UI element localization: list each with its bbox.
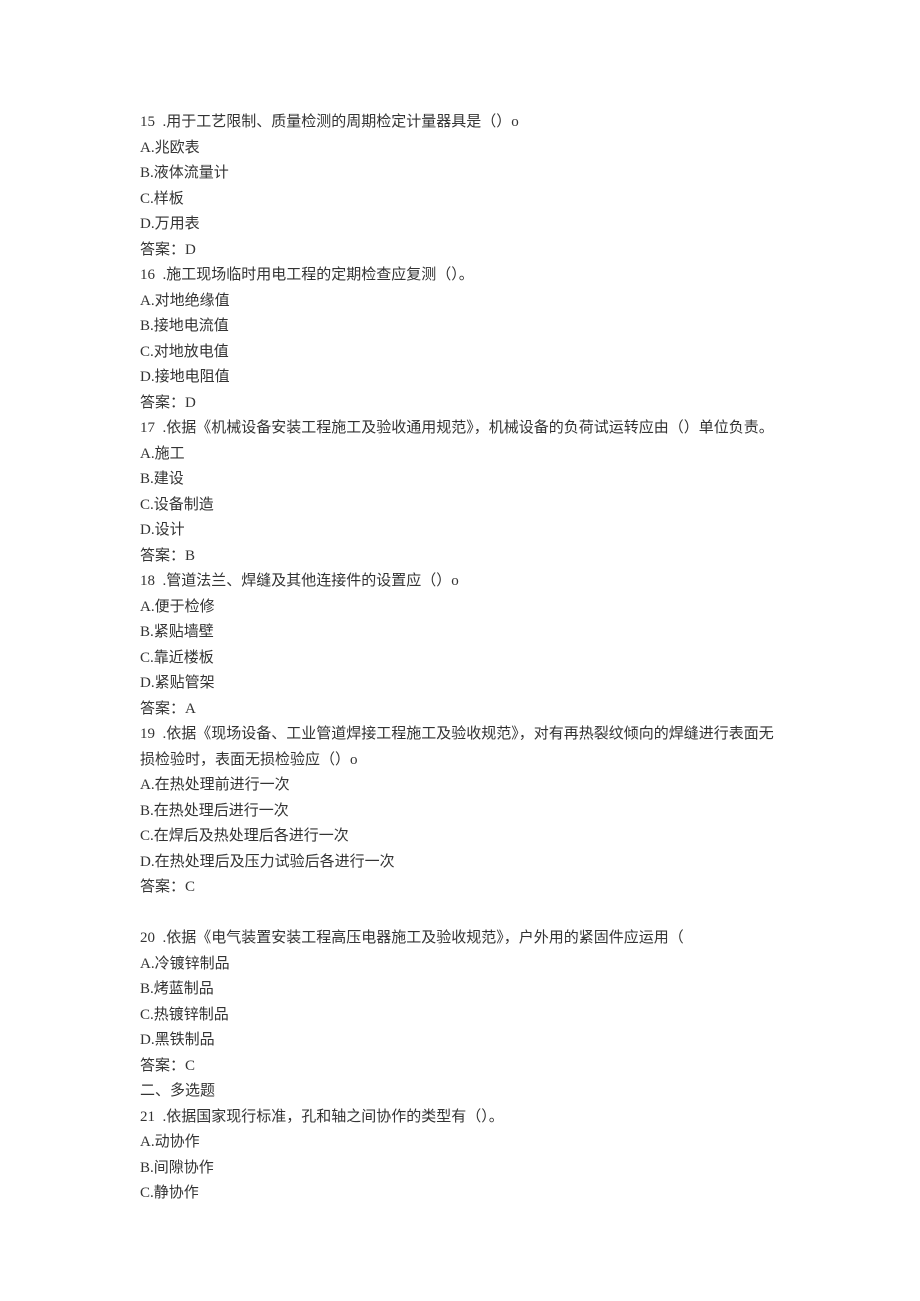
document-body: 15 .用于工艺限制、质量检测的周期检定计量器具是（）oA.兆欧表B.液体流量计… (140, 110, 780, 1207)
question-option: A.冷镀锌制品 (140, 952, 780, 978)
question-answer: 答案：A (140, 697, 780, 723)
question-option: D.在热处理后及压力试验后各进行一次 (140, 850, 780, 876)
question-stem: 18 .管道法兰、焊缝及其他连接件的设置应（）o (140, 569, 780, 595)
question-option: B.建设 (140, 467, 780, 493)
question-option: A.兆欧表 (140, 136, 780, 162)
question-option: A.施工 (140, 442, 780, 468)
question-option: A.动协作 (140, 1130, 780, 1156)
question-option: B.紧贴墙壁 (140, 620, 780, 646)
question-option: A.在热处理前进行一次 (140, 773, 780, 799)
question-stem: 19 .依据《现场设备、工业管道焊接工程施工及验收规范》，对有再热裂纹倾向的焊缝… (140, 722, 780, 773)
question-option: B.在热处理后进行一次 (140, 799, 780, 825)
question-option: D.接地电阻值 (140, 365, 780, 391)
question-answer: 答案：D (140, 238, 780, 264)
question-option: B.接地电流值 (140, 314, 780, 340)
question-answer: 答案：B (140, 544, 780, 570)
question-stem: 16 .施工现场临时用电工程的定期检查应复测（）。 (140, 263, 780, 289)
question-option: C.对地放电值 (140, 340, 780, 366)
question-option: A.对地绝缘值 (140, 289, 780, 315)
question-answer: 答案：D (140, 391, 780, 417)
question-answer: 答案：C (140, 1054, 780, 1080)
question-answer: 答案：C (140, 875, 780, 901)
question-option: B.烤蓝制品 (140, 977, 780, 1003)
question-option: D.设计 (140, 518, 780, 544)
question-stem: 20 .依据《电气装置安装工程高压电器施工及验收规范》，户外用的紧固件应运用（ (140, 926, 780, 952)
question-option: C.样板 (140, 187, 780, 213)
question-stem: 21 .依据国家现行标准，孔和轴之间协作的类型有（）。 (140, 1105, 780, 1131)
blank-line (140, 901, 780, 927)
question-option: B.液体流量计 (140, 161, 780, 187)
question-option: C.靠近楼板 (140, 646, 780, 672)
question-stem: 17 .依据《机械设备安装工程施工及验收通用规范》，机械设备的负荷试运转应由（）… (140, 416, 780, 442)
question-option: C.热镀锌制品 (140, 1003, 780, 1029)
question-option: C.在焊后及热处理后各进行一次 (140, 824, 780, 850)
section-heading: 二、多选题 (140, 1079, 780, 1105)
question-option: D.紧贴管架 (140, 671, 780, 697)
question-option: D.黑铁制品 (140, 1028, 780, 1054)
question-option: B.间隙协作 (140, 1156, 780, 1182)
question-option: C.静协作 (140, 1181, 780, 1207)
question-stem: 15 .用于工艺限制、质量检测的周期检定计量器具是（）o (140, 110, 780, 136)
question-option: D.万用表 (140, 212, 780, 238)
question-option: A.便于检修 (140, 595, 780, 621)
question-option: C.设备制造 (140, 493, 780, 519)
